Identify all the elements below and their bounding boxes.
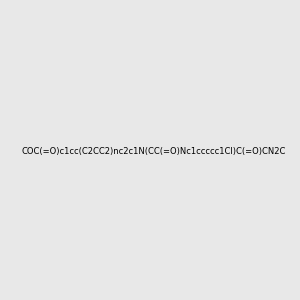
Text: COC(=O)c1cc(C2CC2)nc2c1N(CC(=O)Nc1ccccc1Cl)C(=O)CN2C: COC(=O)c1cc(C2CC2)nc2c1N(CC(=O)Nc1ccccc1…	[22, 147, 286, 156]
